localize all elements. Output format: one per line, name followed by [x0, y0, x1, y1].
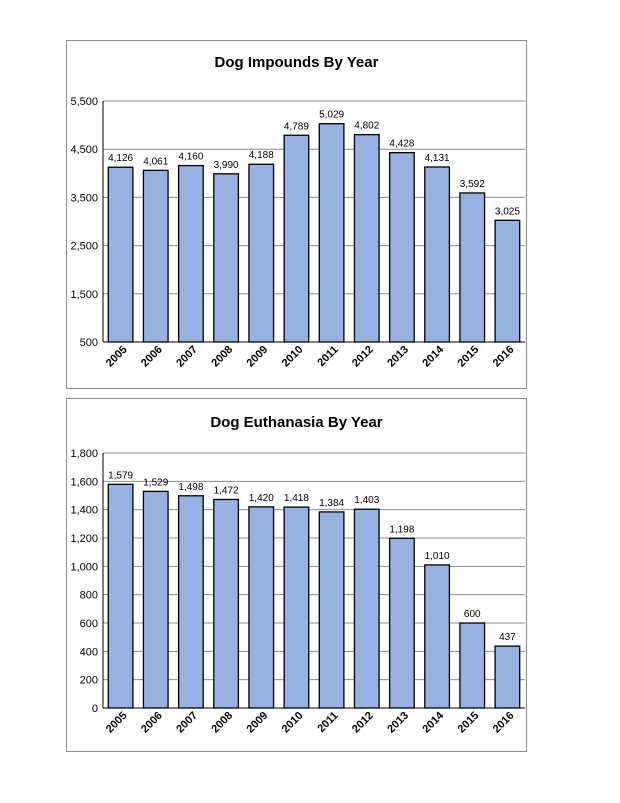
- euthanasia-y-tick-label: 1,800: [70, 448, 98, 460]
- euthanasia-x-tick-label: 2009: [245, 710, 271, 736]
- euthanasia-x-tick-label: 2007: [174, 710, 200, 736]
- impounds-bar-2015: [459, 192, 486, 343]
- impounds-x-tick-label: 2009: [245, 344, 271, 370]
- impounds-bar-2012: [353, 133, 380, 343]
- euthanasia-data-label-2012: 1,403: [354, 495, 379, 506]
- impounds-data-label-2006: 4,061: [143, 156, 168, 167]
- euthanasia-y-tick-label: 800: [80, 590, 98, 602]
- impounds-x-tick-label: 2016: [491, 344, 517, 370]
- impounds-data-label-2013: 4,428: [389, 139, 414, 150]
- euthanasia-bar-2012: [353, 508, 380, 709]
- euthanasia-bar-2015: [459, 622, 486, 709]
- impounds-data-label-2007: 4,160: [178, 152, 203, 163]
- euthanasia-x-tick-label: 2010: [280, 710, 306, 736]
- impounds-bar-2007: [177, 164, 204, 343]
- impounds-y-tick-label: 1,500: [70, 289, 98, 301]
- impounds-bar-2010: [283, 134, 310, 343]
- euthanasia-x-tick-label: 2015: [456, 710, 482, 736]
- impounds-x-tick-label: 2011: [315, 344, 340, 369]
- euthanasia-data-label-2008: 1,472: [214, 485, 239, 496]
- impounds-x-tick-label: 2006: [139, 344, 165, 370]
- euthanasia-y-tick-label: 1,200: [70, 533, 98, 545]
- impounds-y-tick-label: 3,500: [70, 192, 98, 204]
- impounds-data-label-2010: 4,789: [284, 121, 309, 132]
- euthanasia-data-label-2016: 437: [499, 632, 516, 643]
- impounds-x-tick-label: 2014: [420, 343, 446, 369]
- euthanasia-y-tick-label: 1,000: [70, 561, 98, 573]
- euthanasia-data-label-2009: 1,420: [249, 493, 274, 504]
- impounds-y-tick-label: 5,500: [70, 96, 98, 108]
- euthanasia-y-tick-label: 400: [80, 646, 98, 658]
- impounds-data-label-2014: 4,131: [425, 153, 450, 164]
- euthanasia-x-tick-label: 2008: [209, 710, 235, 736]
- euthanasia-bar-2008: [213, 498, 240, 709]
- euthanasia-y-tick-label: 200: [80, 675, 98, 687]
- euthanasia-bar-2013: [388, 537, 415, 709]
- euthanasia-bar-2005: [107, 483, 134, 709]
- impounds-bar-2016: [494, 219, 521, 343]
- impounds-chart-title: Dog Impounds By Year: [215, 54, 379, 71]
- euthanasia-bar-2016: [494, 645, 521, 709]
- impounds-bar-2006: [142, 169, 169, 343]
- euthanasia-bar-2014: [424, 564, 451, 709]
- impounds-bar-2014: [424, 166, 451, 343]
- impounds-y-tick-label: 4,500: [70, 144, 98, 156]
- euthanasia-y-tick-label: 1,400: [70, 505, 98, 517]
- impounds-bar-2013: [388, 152, 415, 343]
- impounds-data-label-2005: 4,126: [108, 153, 133, 164]
- impounds-x-tick-label: 2013: [385, 344, 411, 370]
- euthanasia-chart: Dog Euthanasia By Year 0 200 400 600 800 1,00…: [66, 398, 527, 752]
- impounds-data-label-2011: 5,029: [319, 110, 344, 121]
- euthanasia-data-label-2015: 600: [464, 609, 481, 620]
- impounds-bar-2005: [107, 166, 134, 343]
- impounds-y-tick-label: 500: [80, 337, 98, 349]
- impounds-data-label-2009: 4,188: [249, 150, 274, 161]
- impounds-data-label-2015: 3,592: [460, 179, 485, 190]
- euthanasia-x-tick-label: 2014: [420, 709, 446, 735]
- euthanasia-x-tick-label: 2005: [104, 710, 130, 736]
- euthanasia-bar-2007: [177, 495, 204, 709]
- euthanasia-chart-title: Dog Euthanasia By Year: [210, 414, 382, 431]
- euthanasia-y-tick-label: 1,600: [70, 476, 98, 488]
- impounds-bar-2009: [248, 163, 275, 343]
- impounds-bar-2008: [213, 173, 240, 343]
- impounds-data-label-2016: 3,025: [495, 206, 520, 217]
- euthanasia-x-tick-label: 2011: [315, 710, 340, 735]
- impounds-chart: Dog Impounds By Year 500 1,500 2,500 3,500 4…: [66, 40, 527, 389]
- euthanasia-chart-svg: Dog Euthanasia By Year 0 200 400 600 800 1,00…: [70, 414, 525, 736]
- impounds-x-tick-label: 2012: [350, 344, 376, 370]
- euthanasia-x-tick-label: 2013: [385, 710, 411, 736]
- euthanasia-y-tick-label: 0: [92, 703, 98, 715]
- euthanasia-data-label-2007: 1,498: [178, 482, 203, 493]
- euthanasia-data-label-2011: 1,384: [319, 498, 344, 509]
- euthanasia-data-label-2006: 1,529: [143, 477, 168, 488]
- euthanasia-x-tick-label: 2012: [350, 710, 376, 736]
- impounds-bar-2011: [318, 123, 345, 343]
- euthanasia-data-label-2014: 1,010: [425, 551, 450, 562]
- impounds-x-tick-label: 2005: [104, 344, 130, 370]
- euthanasia-bar-2006: [142, 490, 169, 709]
- euthanasia-x-tick-label: 2006: [139, 710, 165, 736]
- euthanasia-bar-2010: [283, 506, 310, 709]
- euthanasia-data-label-2010: 1,418: [284, 493, 309, 504]
- impounds-x-tick-label: 2008: [209, 344, 235, 370]
- euthanasia-bar-2011: [318, 511, 345, 709]
- euthanasia-data-label-2005: 1,579: [108, 470, 133, 481]
- impounds-data-label-2012: 4,802: [354, 121, 379, 132]
- impounds-data-label-2008: 3,990: [214, 160, 239, 171]
- euthanasia-bar-2009: [248, 506, 275, 709]
- euthanasia-y-tick-label: 600: [80, 618, 98, 630]
- euthanasia-x-tick-label: 2016: [491, 710, 517, 736]
- impounds-y-tick-label: 2,500: [70, 241, 98, 253]
- impounds-x-tick-label: 2010: [280, 344, 306, 370]
- impounds-chart-svg: Dog Impounds By Year 500 1,500 2,500 3,500 4…: [70, 54, 525, 370]
- impounds-x-tick-label: 2015: [456, 344, 482, 370]
- impounds-x-tick-label: 2007: [174, 344, 200, 370]
- euthanasia-data-label-2013: 1,198: [389, 524, 414, 535]
